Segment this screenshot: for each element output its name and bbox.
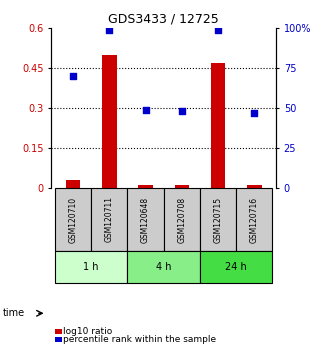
Bar [138,185,153,188]
Point [143,107,148,113]
Text: percentile rank within the sample: percentile rank within the sample [63,335,216,344]
Text: GSM120708: GSM120708 [177,196,186,242]
Text: 1 h: 1 h [83,262,99,272]
Bar [200,251,273,283]
Title: GDS3433 / 12725: GDS3433 / 12725 [108,13,219,26]
Bar [200,188,236,251]
Text: 4 h: 4 h [156,262,171,272]
Text: GSM120715: GSM120715 [213,196,222,242]
Bar [236,188,273,251]
Point [71,73,76,79]
Bar [175,185,189,188]
Bar [127,251,200,283]
Bar [91,188,127,251]
Bar [164,188,200,251]
Text: GSM120648: GSM120648 [141,196,150,242]
Bar [55,188,91,251]
Bar [55,251,127,283]
Text: GSM120710: GSM120710 [69,196,78,242]
Text: 24 h: 24 h [225,262,247,272]
Point [215,27,221,33]
Bar [102,55,117,188]
Bar [247,185,262,188]
Text: GSM120711: GSM120711 [105,196,114,242]
Point [107,27,112,33]
Bar [211,63,225,188]
Point [252,110,257,115]
Text: log10 ratio: log10 ratio [63,327,112,336]
Point [179,108,184,114]
Bar [127,188,164,251]
Bar [66,179,80,188]
Text: GSM120716: GSM120716 [250,196,259,242]
Text: time: time [3,308,25,318]
